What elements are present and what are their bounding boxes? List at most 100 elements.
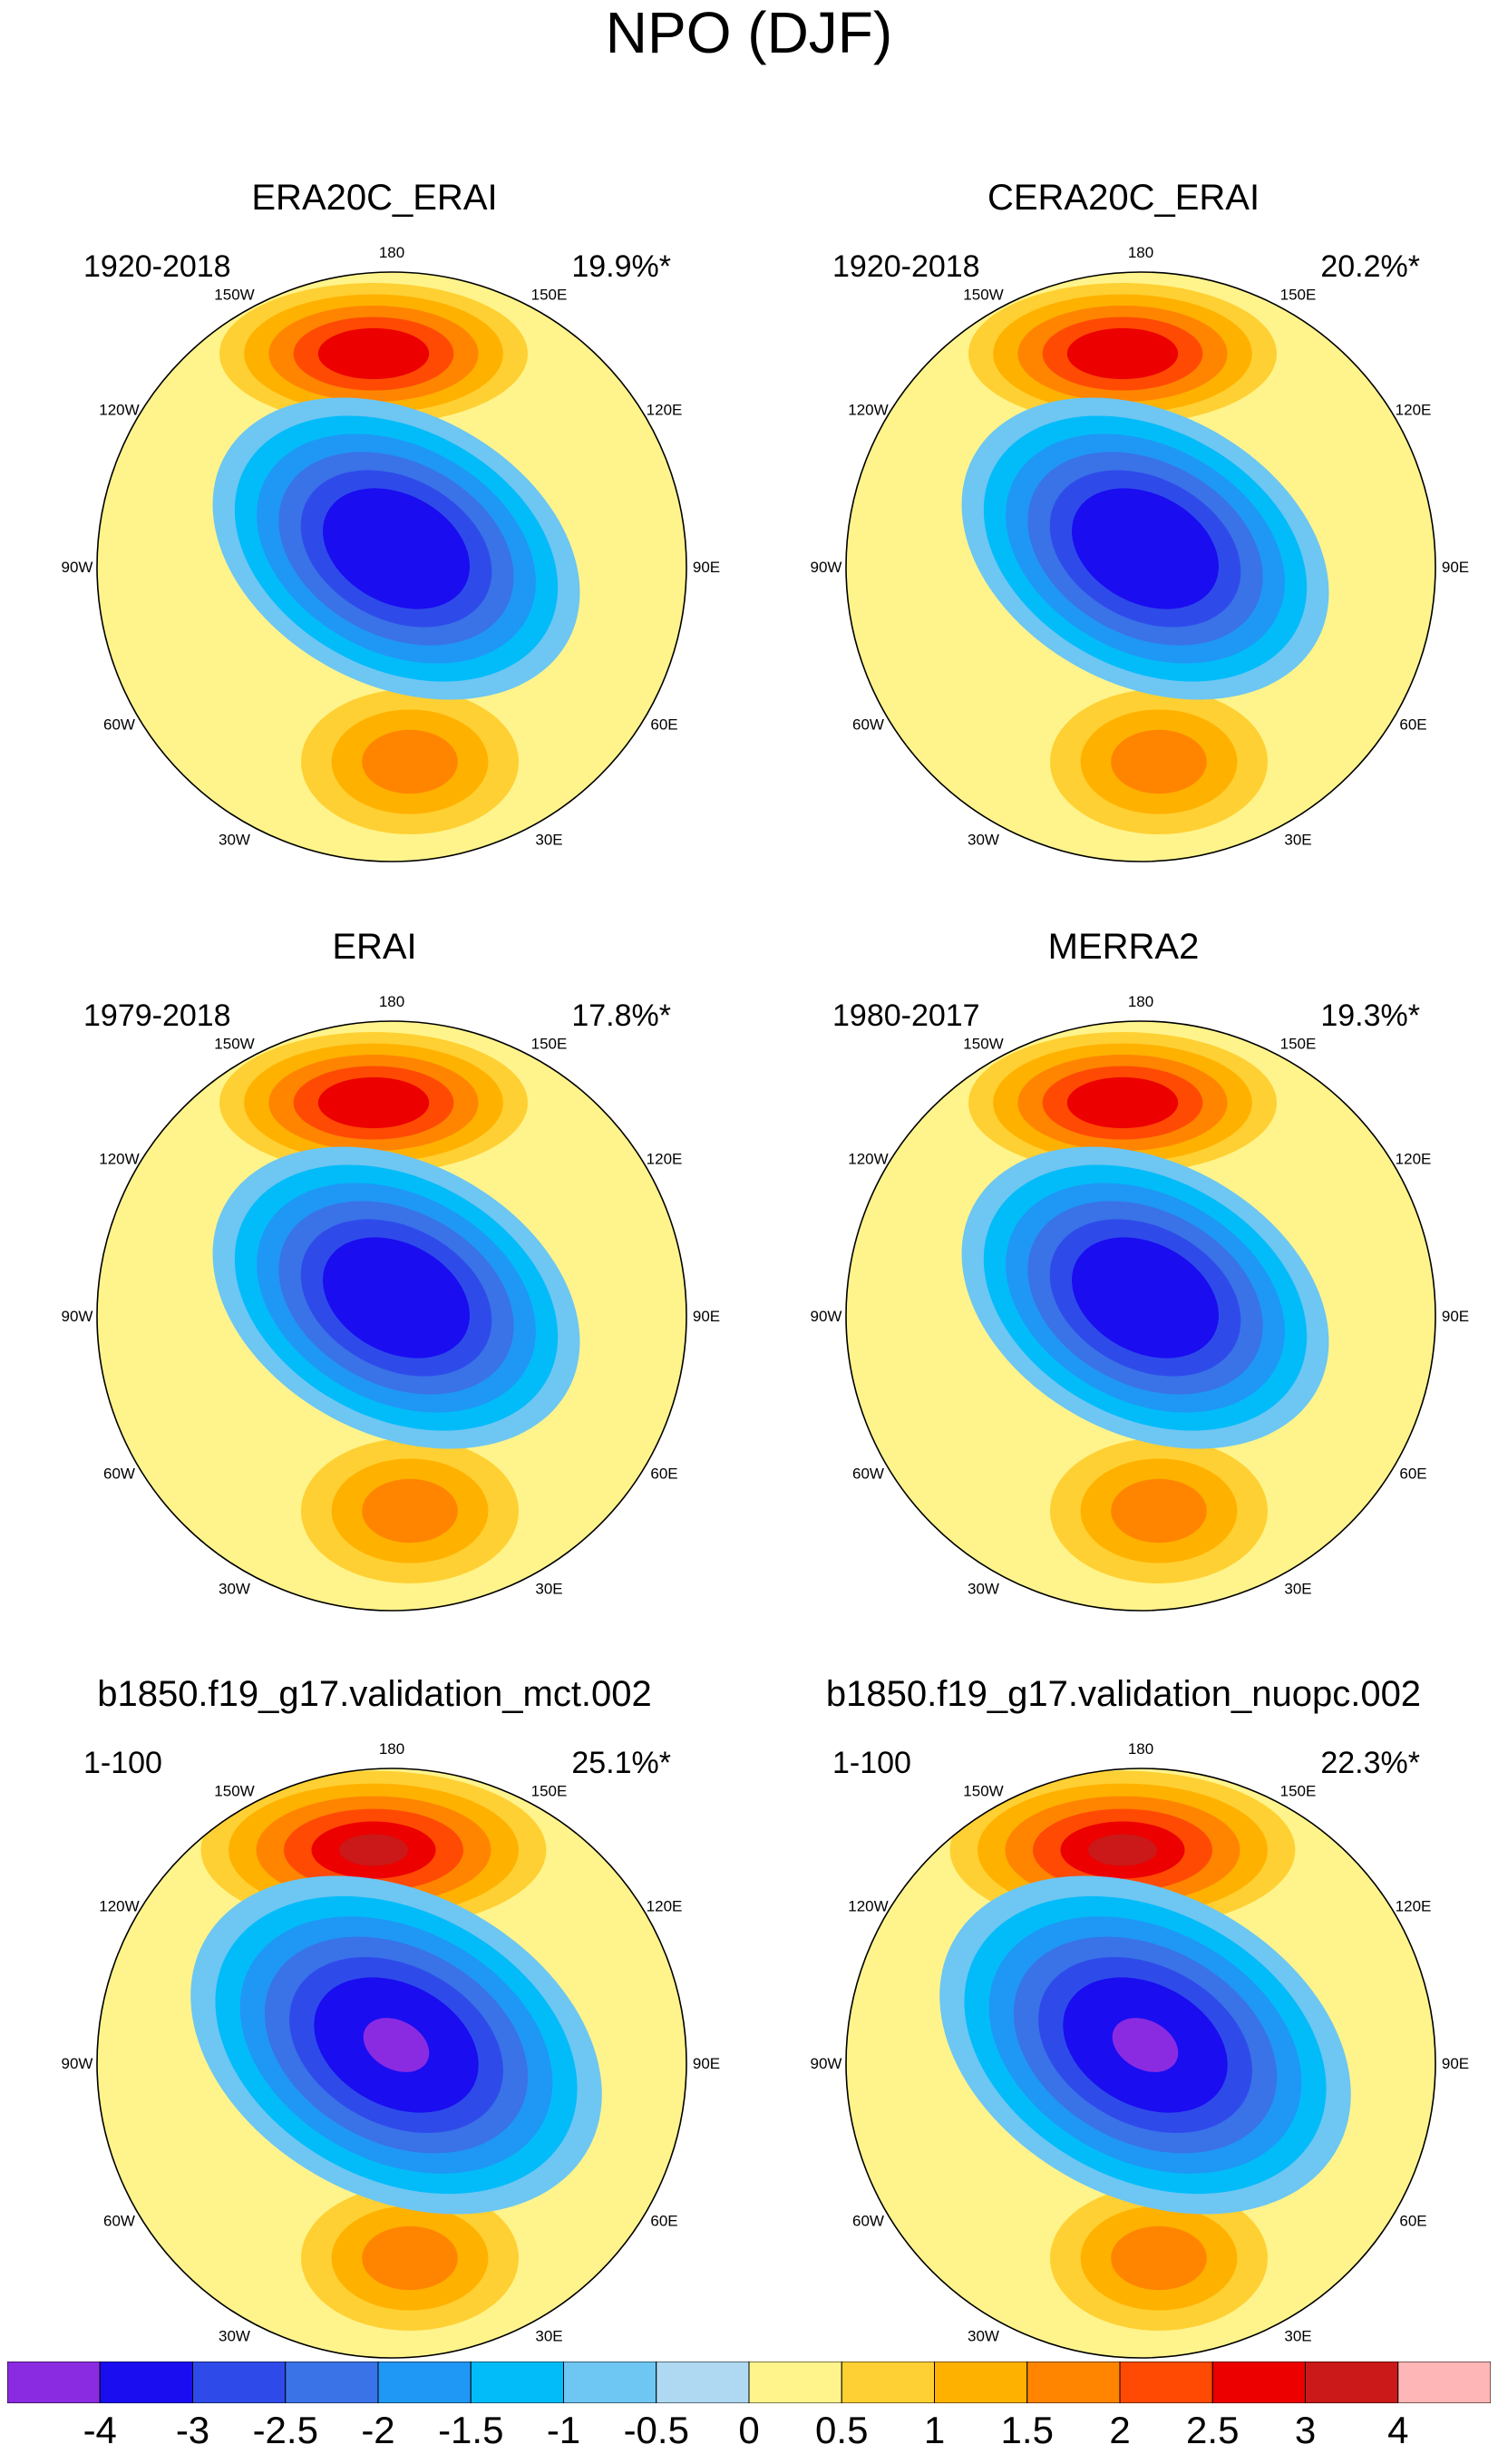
map-panel: 180150E120E90E60E30E030W60W90W120W150WME… xyxy=(749,822,1498,1612)
colorbar-swatch xyxy=(748,2361,842,2404)
longitude-label: 90W xyxy=(62,2055,93,2072)
colorbar-swatch xyxy=(192,2361,287,2404)
positive-lobe-atlantic xyxy=(362,2225,458,2291)
longitude-label: 90E xyxy=(693,2055,720,2072)
longitude-label: 150W xyxy=(963,1782,1003,1799)
period-label: 1-100 xyxy=(83,1746,162,1780)
colorbar-swatch xyxy=(1026,2361,1121,2404)
longitude-label: 30E xyxy=(1284,1581,1311,1598)
colorbar-swatch xyxy=(1211,2361,1306,2404)
map-boundary xyxy=(845,271,1436,862)
negative-lobe-arctic xyxy=(1094,1255,1197,1340)
colorbar-swatch xyxy=(1119,2361,1213,2404)
longitude-label: 120E xyxy=(1396,1151,1432,1168)
colorbar-tick-label: -4 xyxy=(83,2409,117,2451)
colorbar-swatch xyxy=(6,2361,101,2404)
longitude-label: 150W xyxy=(214,286,254,303)
longitude-label: 120W xyxy=(99,1898,139,1915)
colorbar-tick-label: -2.5 xyxy=(252,2409,318,2451)
longitude-label: 60E xyxy=(1399,1466,1426,1483)
variance-label: 22.3%* xyxy=(1320,1746,1420,1780)
colorbar-tick-label: -3 xyxy=(175,2409,210,2451)
longitude-label: 150W xyxy=(963,1035,1003,1052)
variance-label: 19.9%* xyxy=(571,249,671,284)
longitude-label: 30W xyxy=(219,832,250,849)
longitude-label: 150W xyxy=(214,1035,254,1052)
map-boundary xyxy=(845,1020,1436,1612)
longitude-label: 30W xyxy=(968,1581,999,1598)
positive-lobe-pacific xyxy=(1066,327,1179,380)
period-label: 1920-2018 xyxy=(83,249,231,284)
longitude-label: 90W xyxy=(811,1308,842,1325)
colorbar-swatch xyxy=(841,2361,935,2404)
longitude-label: 60E xyxy=(1399,716,1426,734)
colorbar-tick-label: -1 xyxy=(546,2409,581,2451)
polar-map: 180150E120E90E60E30E030W60W90W120W150W xyxy=(811,244,1469,862)
longitude-label: 150E xyxy=(531,1035,568,1052)
positive-lobe-pacific xyxy=(338,1834,409,1866)
longitude-label: 120W xyxy=(848,1151,888,1168)
negative-lobe-arctic xyxy=(363,2018,430,2072)
period-label: 1979-2018 xyxy=(83,998,231,1033)
longitude-label: 120E xyxy=(647,1151,683,1168)
longitude-label: 120E xyxy=(1396,1898,1432,1915)
variance-label: 17.8%* xyxy=(571,998,671,1033)
longitude-label: 60W xyxy=(103,716,135,734)
longitude-label: 180 xyxy=(1128,1740,1153,1758)
longitude-label: 60W xyxy=(103,2213,135,2230)
longitude-label: 120E xyxy=(647,1898,683,1915)
positive-lobe-atlantic xyxy=(1111,729,1207,794)
longitude-label: 150W xyxy=(963,286,1003,303)
positive-lobe-pacific xyxy=(1087,1834,1158,1866)
panel-title: ERAI xyxy=(332,927,417,967)
longitude-label: 60E xyxy=(650,2213,677,2230)
positive-lobe-atlantic xyxy=(362,1478,458,1544)
positive-lobe-pacific xyxy=(317,327,430,380)
colorbar-swatch xyxy=(563,2361,657,2404)
longitude-label: 150E xyxy=(1280,286,1317,303)
longitude-label: 30E xyxy=(535,1581,562,1598)
longitude-label: 90E xyxy=(1442,1308,1469,1325)
negative-lobe-arctic xyxy=(345,1255,448,1340)
longitude-label: 90E xyxy=(1442,559,1469,576)
positive-lobe-atlantic xyxy=(1111,2225,1207,2291)
longitude-label: 120W xyxy=(848,1898,888,1915)
panel-title: ERA20C_ERAI xyxy=(251,178,498,218)
colorbar-tick-label: 2.5 xyxy=(1186,2409,1240,2451)
period-label: 1-100 xyxy=(832,1746,911,1780)
map-boundary xyxy=(96,1020,687,1612)
colorbar-tick-label: -2 xyxy=(361,2409,395,2451)
polar-map: 180150E120E90E60E30E030W60W90W120W150W xyxy=(811,993,1469,1612)
map-boundary xyxy=(96,1768,687,2359)
negative-lobe-arctic xyxy=(345,506,448,591)
longitude-label: 150E xyxy=(531,1782,568,1799)
panel-title: CERA20C_ERAI xyxy=(987,178,1260,218)
panel-title: b1850.f19_g17.validation_nuopc.002 xyxy=(825,1674,1422,1714)
longitude-label: 90E xyxy=(1442,2055,1469,2072)
longitude-label: 120W xyxy=(848,402,888,419)
longitude-label: 90E xyxy=(693,1308,720,1325)
longitude-label: 150E xyxy=(1280,1782,1317,1799)
longitude-label: 120W xyxy=(99,402,139,419)
colorbar-tick-label: 1 xyxy=(923,2409,946,2451)
longitude-label: 90W xyxy=(62,559,93,576)
longitude-label: 180 xyxy=(379,1740,404,1758)
polar-map: 180150E120E90E60E30E030W60W90W120W150W xyxy=(62,993,720,1612)
colorbar-swatch xyxy=(1397,2361,1492,2404)
polar-map: 180150E120E90E60E30E030W60W90W120W150W xyxy=(62,244,720,862)
map-panel: 180150E120E90E60E30E030W60W90W120W150Wb1… xyxy=(749,1569,1498,2359)
colorbar-swatch xyxy=(934,2361,1028,2404)
longitude-label: 150E xyxy=(1280,1035,1317,1052)
longitude-label: 30E xyxy=(1284,2328,1311,2345)
colorbar-swatch xyxy=(285,2361,379,2404)
longitude-label: 60W xyxy=(103,1466,135,1483)
panel-title: b1850.f19_g17.validation_mct.002 xyxy=(97,1674,652,1714)
colorbar-tick-label: 0 xyxy=(738,2409,760,2451)
map-boundary xyxy=(96,271,687,862)
longitude-label: 60W xyxy=(852,2213,884,2230)
map-panel: 180150E120E90E60E30E030W60W90W120W150WER… xyxy=(0,73,749,862)
positive-lobe-pacific xyxy=(317,1076,430,1129)
variance-label: 25.1%* xyxy=(571,1746,671,1780)
longitude-label: 150W xyxy=(214,1782,254,1799)
